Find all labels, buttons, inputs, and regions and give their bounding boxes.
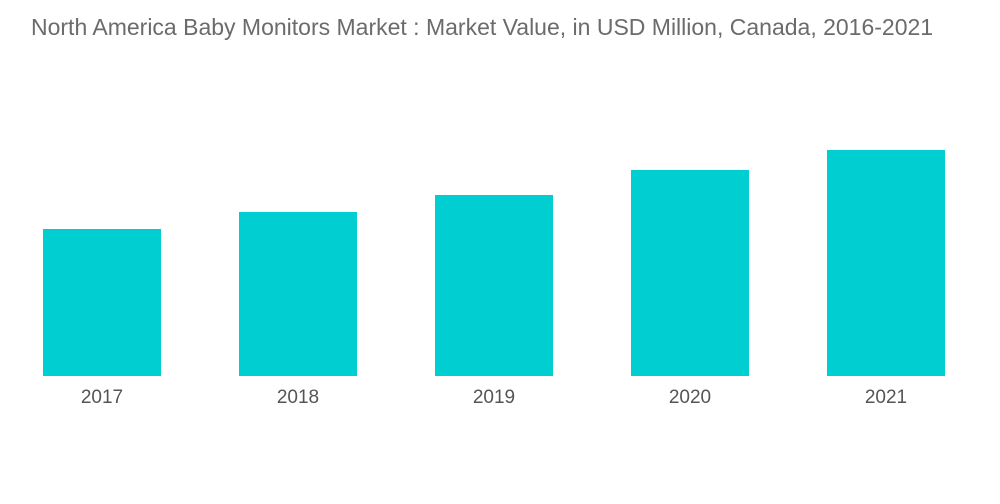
x-tick-label-2017: 2017 [81, 387, 123, 408]
x-tick-label-2021: 2021 [865, 387, 907, 408]
bars-group [43, 150, 945, 376]
x-tick-label-2019: 2019 [473, 387, 515, 408]
x-tick-label-2018: 2018 [277, 387, 319, 408]
chart-title: North America Baby Monitors Market : Mar… [31, 14, 934, 40]
x-axis-tick-labels: 2017 2018 2019 2020 2021 [81, 387, 907, 408]
bar-2021 [827, 150, 945, 376]
bar-2017 [43, 229, 161, 376]
bar-2019 [435, 195, 553, 376]
x-tick-label-2020: 2020 [669, 387, 711, 408]
bar-2020 [631, 170, 749, 376]
bar-2018 [239, 212, 357, 376]
